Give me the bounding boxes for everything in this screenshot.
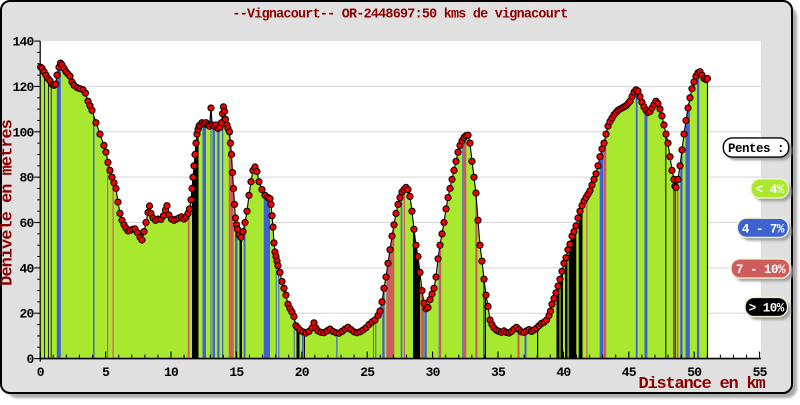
svg-text:60: 60 [19,216,34,231]
svg-text:--Vignacourt-- OR-2448697:50 k: --Vignacourt-- OR-2448697:50 kms de vign… [232,8,567,23]
svg-text:15: 15 [229,365,244,380]
svg-text:20: 20 [19,307,34,322]
svg-text:20: 20 [295,365,310,380]
svg-text:140: 140 [12,35,34,50]
svg-text:10: 10 [164,365,179,380]
svg-text:> 10%: > 10% [749,302,785,316]
svg-text:0: 0 [26,352,34,367]
svg-text:Distance en km: Distance en km [638,375,765,394]
svg-text:55: 55 [753,365,768,380]
svg-text:0: 0 [37,365,45,380]
svg-text:5: 5 [102,365,110,380]
svg-text:100: 100 [12,125,34,140]
svg-text:7 - 10%: 7 - 10% [736,263,786,277]
svg-text:4 - 7%: 4 - 7% [742,222,785,236]
svg-text:80: 80 [19,171,34,186]
svg-text:Pentes :: Pentes : [728,142,784,156]
svg-text:120: 120 [12,80,34,95]
svg-text:40: 40 [556,365,571,380]
svg-text:30: 30 [426,365,441,380]
svg-text:50: 50 [687,365,702,380]
svg-text:< 4%: < 4% [756,183,785,197]
svg-text:35: 35 [491,365,506,380]
svg-text:25: 25 [360,365,375,380]
svg-text:45: 45 [622,365,637,380]
svg-text:40: 40 [19,261,34,276]
svg-text:Dénivelé en metres: Dénivelé en metres [0,119,18,285]
